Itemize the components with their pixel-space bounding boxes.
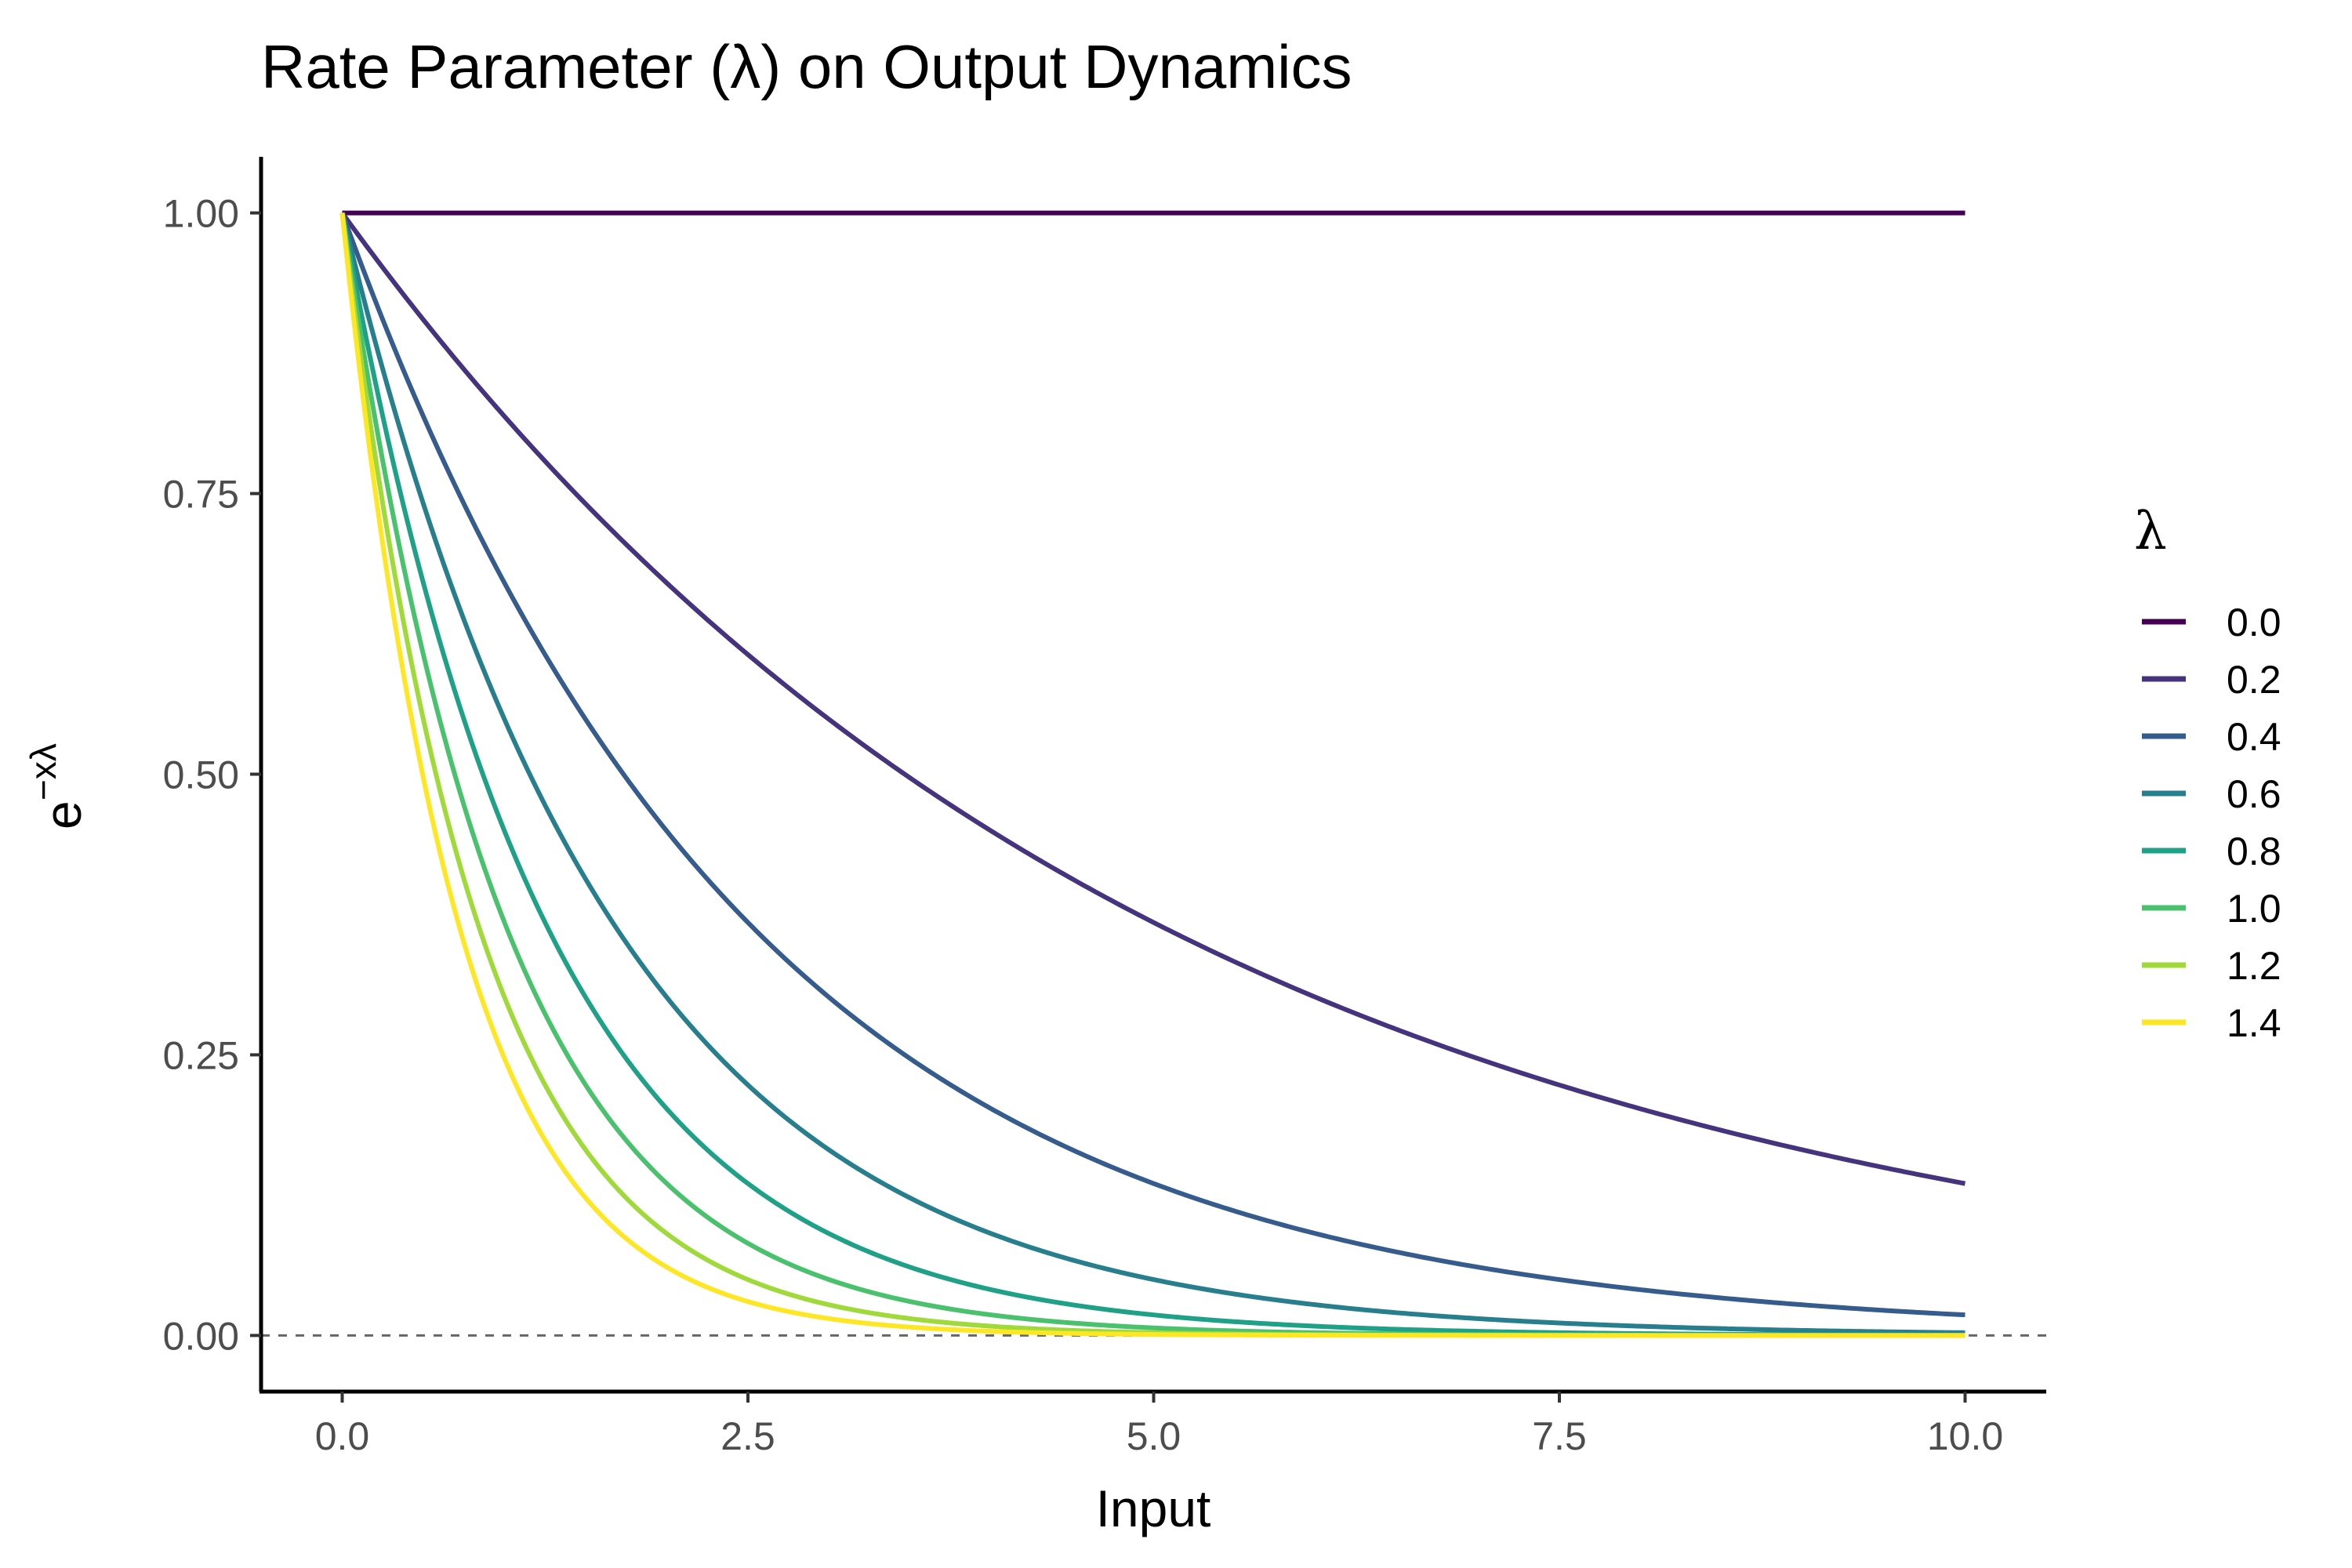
chart-title: Rate Parameter (λ) on Output Dynamics: [261, 32, 1352, 101]
legend-label-0.2: 0.2: [2227, 658, 2281, 702]
legend-label-0.6: 0.6: [2227, 772, 2281, 816]
x-tick-label: 2.5: [720, 1414, 775, 1458]
series-line-1.0: [339, 212, 1965, 1338]
legend: 0.0 0.2 0.4 0.6 0.8 1.0 1.2 1.4: [2142, 601, 2281, 1045]
plot-lines: [261, 210, 2046, 1338]
legend-label-1.0: 1.0: [2227, 887, 2281, 931]
series-line-0.8: [339, 212, 1965, 1338]
legend-label-0.0: 0.0: [2227, 601, 2281, 644]
y-tick-label: 1.00: [163, 192, 239, 236]
series-line-0.4: [339, 212, 1965, 1318]
legend-label-0.8: 0.8: [2227, 829, 2281, 873]
legend-title: λ: [2134, 501, 2167, 561]
legend-label-1.4: 1.4: [2227, 1001, 2281, 1045]
x-tick-label: 10.0: [1927, 1414, 2003, 1458]
series-line-0.2: [340, 211, 1966, 1186]
x-axis-title: Input: [1096, 1479, 1211, 1537]
y-axis-title-exponent: −xλ: [23, 743, 64, 800]
series-line-1.4: [339, 212, 1965, 1338]
y-tick-label: 0.50: [163, 753, 239, 797]
y-axis-title-base: e: [34, 800, 92, 829]
legend-label-1.2: 1.2: [2227, 944, 2281, 988]
y-axis-title: e −xλ: [23, 743, 92, 829]
x-tick-label: 0.0: [315, 1414, 370, 1458]
y-tick-label: 0.25: [163, 1033, 239, 1077]
series-line-1.2: [339, 212, 1965, 1338]
y-tick-label: 0.00: [163, 1314, 239, 1358]
x-ticks: 0.0 2.5 5.0 7.5 10.0: [315, 1392, 2003, 1458]
y-tick-label: 0.75: [163, 473, 239, 517]
x-tick-label: 5.0: [1127, 1414, 1181, 1458]
x-tick-label: 7.5: [1532, 1414, 1587, 1458]
series-line-0.6: [339, 212, 1965, 1335]
y-ticks: 0.00 0.25 0.50 0.75 1.00: [163, 192, 261, 1358]
legend-label-0.4: 0.4: [2227, 715, 2281, 759]
